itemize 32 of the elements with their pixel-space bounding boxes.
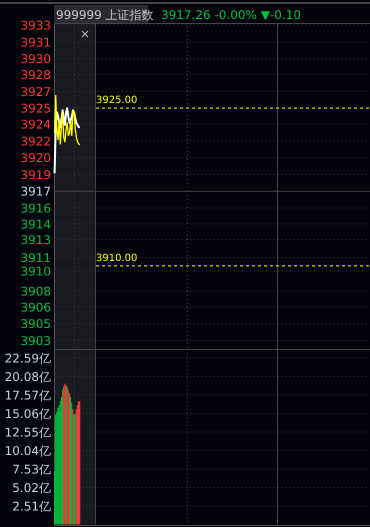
y-tick-label: 12.55亿	[4, 425, 51, 440]
y-tick-label: 3920	[20, 151, 51, 166]
y-tick-label: 3928	[20, 68, 51, 82]
y-tick-label: 10.04亿	[4, 444, 51, 458]
y-tick-label: 3930	[20, 52, 51, 66]
y-tick-label: 3916	[20, 202, 51, 216]
y-tick-label: 3917	[20, 184, 51, 199]
y-tick-label: 3906	[20, 300, 51, 314]
y-tick-label: 3914	[20, 217, 51, 232]
y-tick-label: 3933	[20, 18, 51, 33]
y-tick-label: 17.57亿	[4, 388, 51, 402]
y-tick-label: 15.06亿	[4, 406, 51, 421]
y-tick-label: 2.51亿	[12, 499, 51, 514]
y-tick-label: 3931	[20, 35, 51, 50]
y-tick-label: 3919	[20, 168, 51, 182]
ref-line-label: 3925.00	[96, 95, 138, 106]
y-tick-label: 3911	[20, 250, 51, 265]
y-tick-label: 3910	[20, 264, 51, 279]
y-tick-label: 3913	[20, 233, 51, 248]
header: 999999 上证指数 3917.26 -0.00% ▼-0.10	[56, 8, 301, 22]
y-tick-label: 3908	[20, 284, 51, 299]
y-tick-label: 5.02亿	[12, 480, 51, 495]
y-tick-label: 20.08亿	[4, 370, 51, 384]
y-tick-label: 3905	[20, 317, 51, 332]
y-tick-label: 3922	[20, 134, 51, 148]
y-tick-label: 22.59亿	[4, 351, 51, 366]
y-tick-label: 3924	[20, 117, 51, 132]
ref-line-label: 3910.00	[96, 252, 138, 264]
y-tick-label: 3903	[20, 334, 51, 348]
y-tick-label: 3925	[20, 102, 51, 116]
y-tick-label: 7.53亿	[12, 462, 51, 476]
y-tick-label: 3927	[20, 84, 51, 99]
